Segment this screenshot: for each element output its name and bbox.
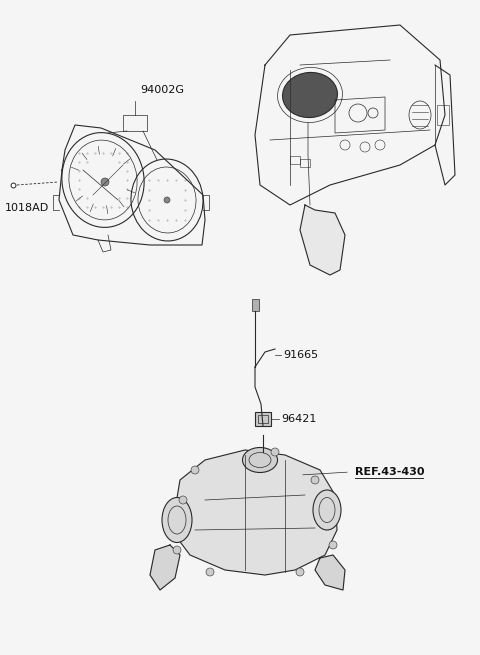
Ellipse shape — [101, 178, 109, 186]
Ellipse shape — [164, 197, 170, 203]
Ellipse shape — [283, 73, 337, 117]
Bar — [437, 105, 449, 125]
Text: 1018AD: 1018AD — [5, 203, 49, 213]
Bar — [255, 412, 271, 426]
Circle shape — [191, 466, 199, 474]
Bar — [258, 415, 268, 423]
Polygon shape — [300, 205, 345, 275]
Ellipse shape — [313, 490, 341, 530]
Polygon shape — [175, 450, 337, 575]
Text: 94002G: 94002G — [140, 85, 184, 95]
Ellipse shape — [162, 498, 192, 542]
Circle shape — [329, 541, 337, 549]
Text: REF.43-430: REF.43-430 — [355, 467, 424, 477]
Polygon shape — [315, 555, 345, 590]
Circle shape — [206, 568, 214, 576]
Bar — [123, 115, 147, 131]
Bar — [300, 159, 310, 167]
Circle shape — [311, 476, 319, 484]
Text: 96421: 96421 — [281, 414, 316, 424]
Circle shape — [271, 448, 279, 456]
Bar — [290, 156, 300, 164]
Bar — [252, 299, 259, 311]
Polygon shape — [150, 545, 180, 590]
Circle shape — [179, 496, 187, 504]
Circle shape — [173, 546, 181, 554]
Ellipse shape — [242, 447, 277, 472]
Circle shape — [296, 568, 304, 576]
Text: 91665: 91665 — [283, 350, 318, 360]
